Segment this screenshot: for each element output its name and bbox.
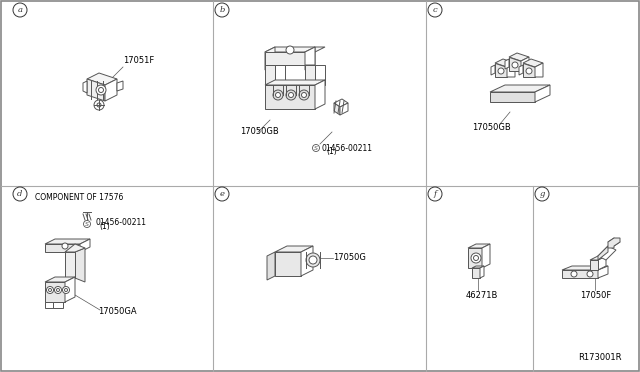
Polygon shape [265, 52, 305, 65]
Circle shape [13, 3, 27, 17]
Polygon shape [65, 244, 85, 252]
Text: 17050GB: 17050GB [472, 123, 511, 132]
Polygon shape [65, 277, 75, 302]
Polygon shape [495, 63, 507, 77]
Polygon shape [521, 57, 529, 71]
Circle shape [301, 93, 307, 97]
Polygon shape [495, 59, 515, 67]
Polygon shape [301, 246, 313, 276]
Polygon shape [509, 57, 521, 71]
Polygon shape [45, 277, 75, 282]
Circle shape [289, 93, 294, 97]
Circle shape [96, 85, 106, 95]
Text: S: S [314, 145, 318, 151]
Polygon shape [480, 266, 484, 278]
Text: g: g [540, 190, 545, 198]
Polygon shape [267, 252, 275, 280]
Polygon shape [340, 103, 348, 115]
Polygon shape [265, 47, 325, 52]
Polygon shape [265, 80, 325, 85]
Text: 01456-00211: 01456-00211 [95, 218, 146, 227]
Polygon shape [562, 266, 608, 270]
Polygon shape [590, 256, 606, 260]
Polygon shape [275, 246, 313, 252]
Polygon shape [334, 99, 348, 107]
Text: d: d [17, 190, 22, 198]
Circle shape [49, 289, 51, 292]
Polygon shape [265, 47, 275, 70]
Polygon shape [305, 65, 315, 85]
Circle shape [535, 187, 549, 201]
Circle shape [62, 243, 68, 249]
Polygon shape [535, 85, 550, 102]
Polygon shape [65, 252, 75, 278]
Circle shape [273, 90, 283, 100]
Circle shape [47, 286, 54, 294]
Text: 17050F: 17050F [580, 291, 611, 300]
Polygon shape [275, 252, 301, 276]
Polygon shape [265, 65, 275, 85]
Circle shape [309, 256, 317, 264]
Circle shape [94, 100, 104, 110]
Polygon shape [535, 63, 543, 77]
Circle shape [286, 46, 294, 54]
Circle shape [13, 187, 27, 201]
Polygon shape [315, 80, 325, 109]
Circle shape [97, 103, 101, 107]
Circle shape [428, 3, 442, 17]
Circle shape [428, 187, 442, 201]
Circle shape [306, 253, 320, 267]
Polygon shape [519, 65, 523, 75]
Polygon shape [468, 244, 490, 248]
Polygon shape [598, 266, 608, 278]
Polygon shape [305, 47, 315, 65]
Polygon shape [562, 270, 598, 278]
Polygon shape [75, 248, 85, 282]
Text: 17050GB: 17050GB [240, 127, 279, 136]
Polygon shape [275, 65, 285, 85]
Circle shape [215, 187, 229, 201]
Polygon shape [598, 246, 616, 260]
Polygon shape [505, 59, 509, 69]
Circle shape [54, 286, 61, 294]
Polygon shape [334, 103, 340, 115]
Text: 17050GA: 17050GA [98, 307, 136, 316]
Polygon shape [80, 239, 90, 252]
Circle shape [471, 253, 481, 263]
Polygon shape [598, 256, 606, 270]
Circle shape [299, 90, 309, 100]
Polygon shape [87, 73, 117, 85]
Text: b: b [220, 6, 225, 14]
Circle shape [65, 289, 67, 292]
Polygon shape [87, 79, 105, 101]
Text: a: a [17, 6, 22, 14]
Text: R173001R: R173001R [579, 353, 621, 362]
Text: 17050G: 17050G [333, 253, 366, 263]
Text: 46271B: 46271B [466, 291, 499, 300]
Text: 01456-00211: 01456-00211 [322, 144, 373, 153]
Polygon shape [590, 260, 598, 270]
Polygon shape [305, 47, 315, 70]
Polygon shape [468, 248, 482, 268]
Polygon shape [598, 246, 608, 260]
Polygon shape [482, 244, 490, 268]
Polygon shape [45, 239, 90, 244]
Circle shape [512, 62, 518, 68]
Polygon shape [491, 65, 495, 75]
Polygon shape [105, 79, 117, 101]
Polygon shape [523, 59, 543, 67]
Polygon shape [490, 85, 550, 92]
Polygon shape [53, 302, 63, 308]
Polygon shape [509, 53, 529, 61]
Circle shape [498, 68, 504, 74]
Text: f: f [433, 190, 436, 198]
Circle shape [312, 144, 319, 151]
Polygon shape [45, 282, 65, 302]
Polygon shape [472, 268, 480, 278]
Polygon shape [45, 244, 80, 252]
Polygon shape [608, 238, 620, 248]
Polygon shape [83, 81, 87, 93]
Circle shape [275, 93, 280, 97]
Text: S: S [85, 221, 89, 227]
